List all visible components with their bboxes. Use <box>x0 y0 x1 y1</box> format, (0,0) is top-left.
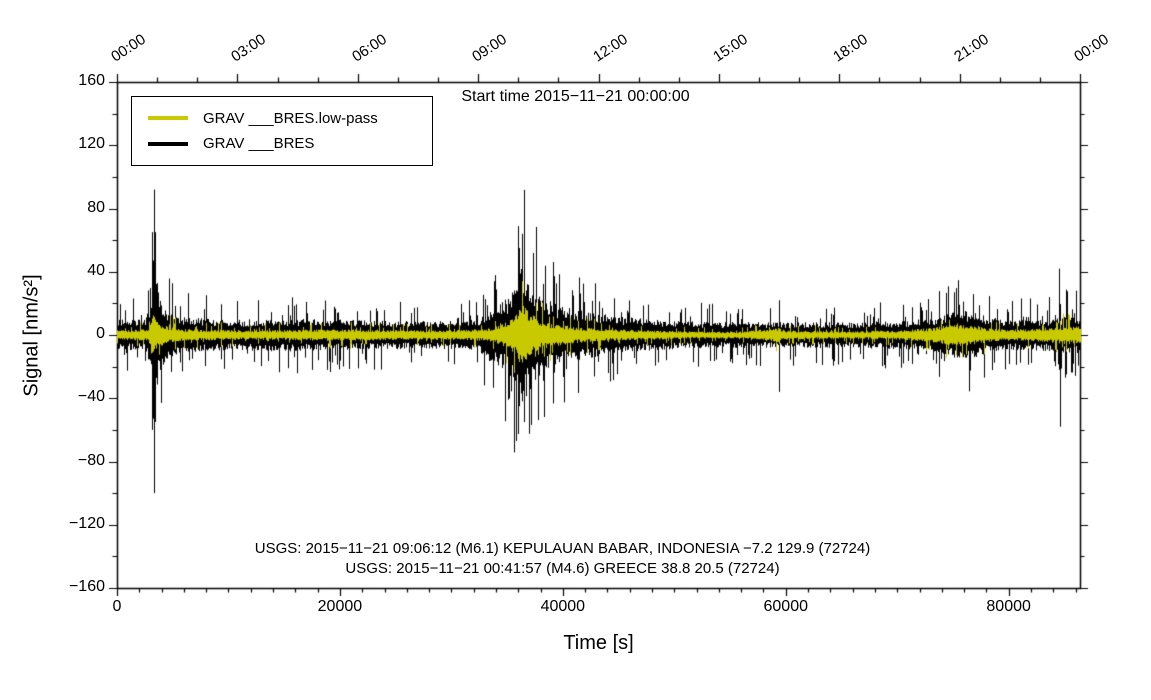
y-tick-label: 40 <box>87 261 105 279</box>
legend: GRAV ___BRES.low-pass GRAV ___BRES <box>131 96 433 166</box>
y-tick-label: 120 <box>78 135 105 153</box>
x-axis-label: Time [s] <box>563 632 634 654</box>
legend-entry-lowpass: GRAV ___BRES.low-pass <box>148 110 416 127</box>
x-tick-label: 80000 <box>986 598 1031 615</box>
legend-label-lowpass: GRAV ___BRES.low-pass <box>203 109 378 127</box>
y-tick-label: −120 <box>68 514 105 532</box>
annotation-line-1: USGS: 2015−11−21 09:06:12 (M6.1) KEPULAU… <box>254 540 871 557</box>
lowpass-line-swatch <box>148 116 188 121</box>
y-tick-label: −160 <box>68 578 105 595</box>
y-tick-label: 80 <box>87 198 105 216</box>
y-tick-label: −40 <box>77 388 105 406</box>
y-tick-label: 160 <box>78 72 105 89</box>
x-tick-label: 20000 <box>317 598 363 615</box>
chart-title: Start time 2015−11−21 00:00:00 <box>461 88 690 105</box>
y-tick-label: 0 <box>96 325 105 342</box>
annotation-line-2: USGS: 2015−11−21 00:41:57 (M4.6) GREECE … <box>345 560 780 577</box>
legend-entry-raw: GRAV ___BRES <box>148 135 416 152</box>
legend-label-raw: GRAV ___BRES <box>203 135 315 153</box>
x-tick-label: 0 <box>112 598 122 615</box>
raw-line-swatch <box>148 141 188 146</box>
y-tick-label: −80 <box>77 451 105 469</box>
x-tick-label: 40000 <box>540 598 586 615</box>
x-tick-label: 60000 <box>763 598 809 615</box>
